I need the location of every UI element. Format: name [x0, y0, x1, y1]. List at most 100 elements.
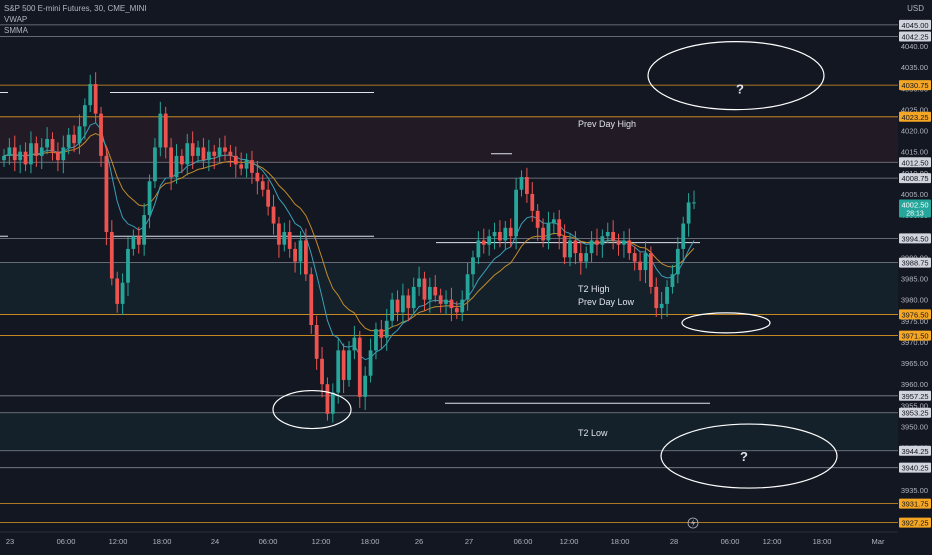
- symbol-title[interactable]: S&P 500 E-mini Futures, 30, CME_MINI: [4, 4, 147, 13]
- candle[interactable]: [303, 228, 308, 282]
- candle[interactable]: [665, 280, 669, 317]
- candle[interactable]: [142, 203, 147, 256]
- candle[interactable]: [681, 216, 686, 260]
- candle[interactable]: [611, 220, 616, 250]
- candle[interactable]: [514, 177, 518, 250]
- candle[interactable]: [352, 325, 357, 360]
- candle[interactable]: [465, 262, 470, 311]
- candle[interactable]: [692, 190, 696, 210]
- candle[interactable]: [266, 180, 271, 216]
- candle[interactable]: [638, 252, 642, 282]
- candle[interactable]: [341, 343, 346, 394]
- candle[interactable]: [654, 277, 659, 317]
- candle[interactable]: [174, 144, 179, 184]
- price-level-label[interactable]: 3994.50: [899, 233, 931, 244]
- candle[interactable]: [384, 308, 389, 351]
- candle[interactable]: [422, 271, 427, 311]
- candle[interactable]: [481, 228, 486, 254]
- drawn-circle-0[interactable]: [647, 40, 825, 111]
- price-level-label[interactable]: 3957.25: [899, 390, 931, 401]
- candle[interactable]: [330, 383, 335, 423]
- indicator-vwap[interactable]: VWAP: [4, 15, 28, 24]
- candle[interactable]: [347, 341, 351, 387]
- candle[interactable]: [675, 237, 680, 284]
- candle[interactable]: [185, 133, 190, 176]
- candle[interactable]: [104, 146, 109, 246]
- candle[interactable]: [454, 301, 459, 320]
- candle[interactable]: [379, 319, 384, 349]
- candle[interactable]: [357, 330, 362, 408]
- indicator-smma[interactable]: SMMA: [4, 26, 28, 35]
- candle[interactable]: [406, 288, 411, 322]
- candle[interactable]: [72, 125, 76, 153]
- candle[interactable]: [632, 246, 637, 271]
- candle[interactable]: [686, 193, 691, 237]
- candle[interactable]: [325, 377, 330, 421]
- candle[interactable]: [99, 106, 103, 167]
- candle[interactable]: [212, 144, 217, 170]
- price-level-label[interactable]: 3927.25: [899, 517, 931, 528]
- candle[interactable]: [438, 288, 443, 313]
- candle[interactable]: [77, 114, 82, 155]
- candle[interactable]: [169, 138, 173, 191]
- candle[interactable]: [109, 220, 114, 286]
- candle[interactable]: [395, 290, 400, 322]
- candle[interactable]: [82, 98, 87, 140]
- candle[interactable]: [239, 152, 244, 176]
- candle[interactable]: [56, 142, 60, 172]
- candle[interactable]: [39, 138, 44, 170]
- candle[interactable]: [223, 135, 227, 161]
- candle[interactable]: [61, 135, 66, 174]
- candle[interactable]: [557, 210, 562, 250]
- candle[interactable]: [136, 226, 141, 254]
- candle[interactable]: [201, 138, 206, 170]
- candle[interactable]: [530, 182, 535, 222]
- candle[interactable]: [34, 136, 39, 167]
- price-level-label[interactable]: 3931.75: [899, 498, 931, 509]
- candle[interactable]: [498, 220, 502, 248]
- candle[interactable]: [23, 142, 28, 172]
- candle[interactable]: [541, 218, 545, 248]
- candle[interactable]: [525, 167, 529, 203]
- annotation-label[interactable]: T2 Low: [578, 428, 608, 438]
- candle[interactable]: [622, 231, 626, 258]
- price-level-label[interactable]: 3971.50: [899, 330, 931, 341]
- candle[interactable]: [153, 138, 157, 189]
- candle[interactable]: [244, 153, 249, 178]
- drawn-circle-3[interactable]: [660, 423, 838, 489]
- question-mark[interactable]: ?: [740, 449, 748, 464]
- candle[interactable]: [433, 275, 438, 303]
- candle[interactable]: [605, 222, 610, 243]
- candle[interactable]: [18, 144, 23, 174]
- candle[interactable]: [196, 140, 200, 163]
- candle[interactable]: [233, 146, 238, 178]
- candle[interactable]: [93, 72, 98, 123]
- candle[interactable]: [336, 338, 341, 404]
- candle[interactable]: [147, 174, 152, 229]
- candle[interactable]: [584, 246, 589, 269]
- candle[interactable]: [206, 139, 211, 172]
- candle[interactable]: [670, 264, 675, 294]
- candle[interactable]: [573, 231, 578, 265]
- price-level-label[interactable]: 3940.25: [899, 462, 931, 473]
- candle[interactable]: [45, 127, 50, 155]
- candle[interactable]: [298, 231, 303, 275]
- candle[interactable]: [271, 194, 276, 235]
- price-level-label[interactable]: 3944.25: [899, 445, 931, 456]
- candle[interactable]: [7, 138, 12, 165]
- candle[interactable]: [562, 224, 567, 265]
- price-level-label[interactable]: 3976.50: [899, 309, 931, 320]
- price-level-label[interactable]: 4012.50: [899, 157, 931, 168]
- candle[interactable]: [29, 131, 33, 174]
- candle[interactable]: [546, 211, 551, 250]
- candle[interactable]: [589, 231, 594, 263]
- price-level-label[interactable]: 4008.75: [899, 173, 931, 184]
- candle[interactable]: [287, 220, 292, 258]
- candle[interactable]: [363, 366, 368, 410]
- price-axis[interactable]: [898, 0, 932, 550]
- candle[interactable]: [277, 216, 281, 258]
- candle[interactable]: [508, 218, 513, 248]
- candle[interactable]: [250, 150, 254, 184]
